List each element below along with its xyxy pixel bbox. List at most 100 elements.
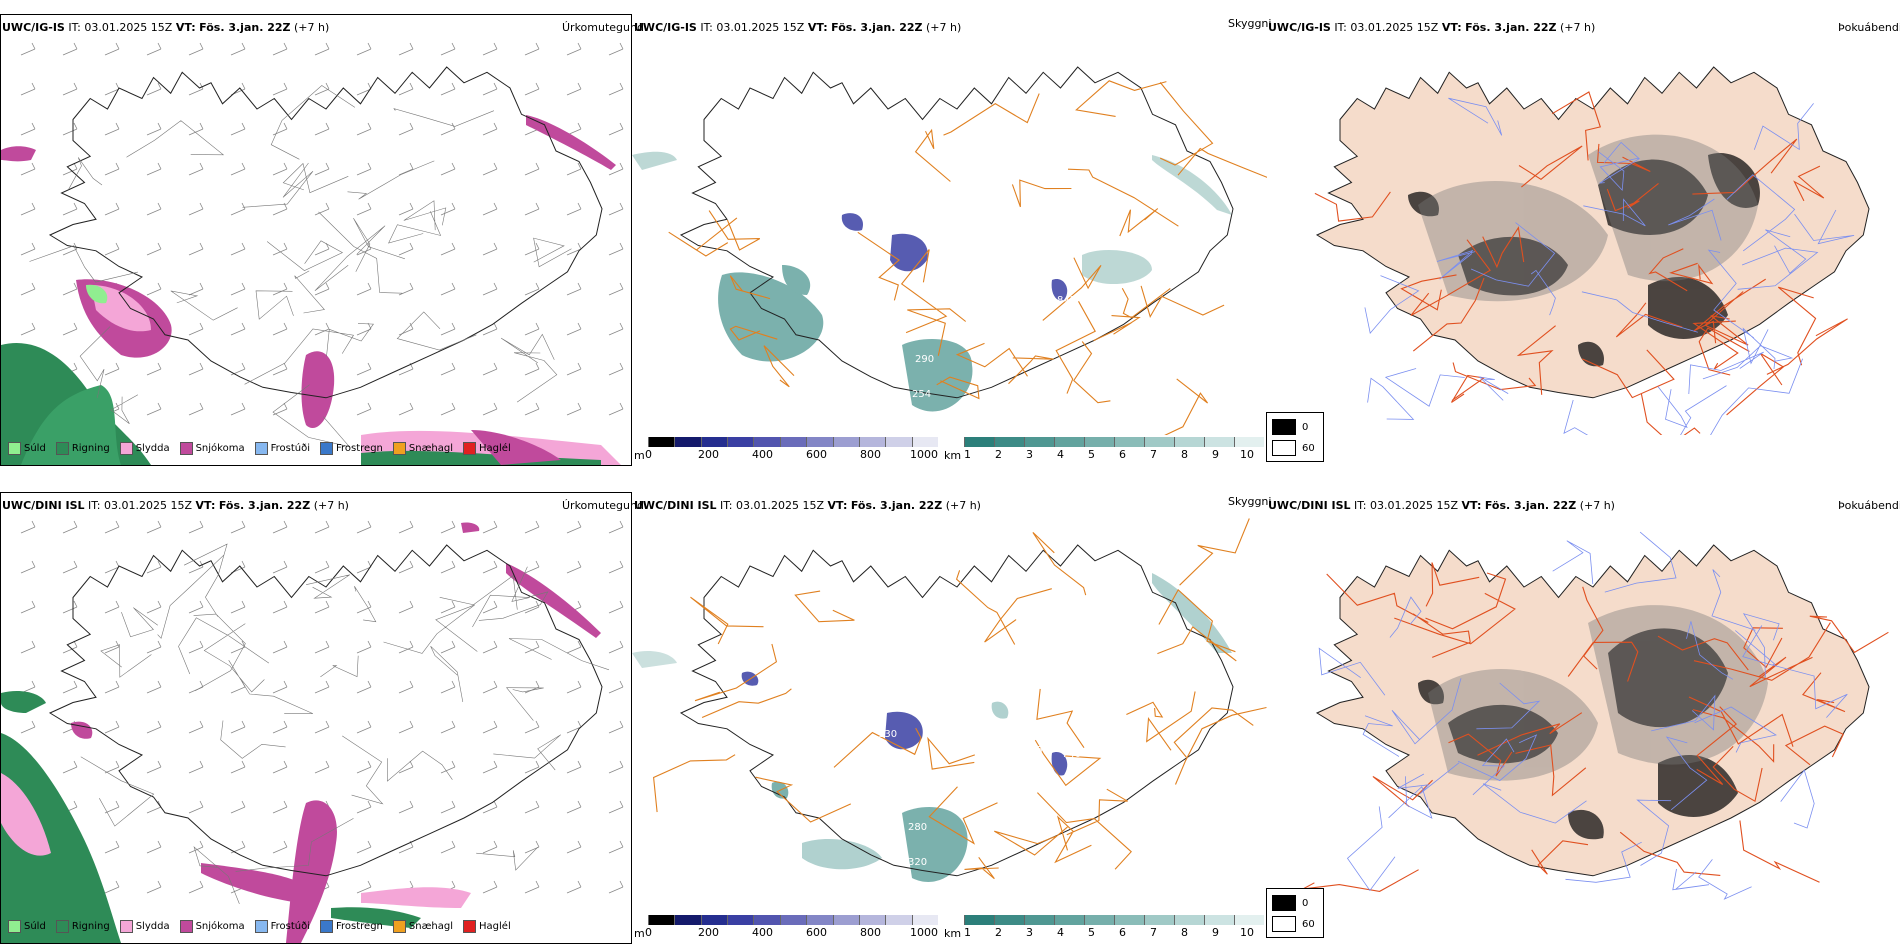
legend-swatch	[119, 920, 133, 933]
ceiling-tick: 800	[860, 448, 881, 461]
iceland-outline	[679, 544, 1234, 877]
ceiling-colorbar-body	[648, 915, 938, 925]
it-value: 03.01.2025 15Z	[1370, 499, 1459, 512]
cloud-legend: 0 60	[1266, 888, 1324, 938]
visibility-tick: 5	[1088, 448, 1095, 461]
roads	[1302, 562, 1889, 892]
colorbar-segment	[964, 915, 994, 925]
legend-item: Snjókoma	[179, 920, 245, 933]
visibility-tick: 8	[1181, 448, 1188, 461]
roads	[653, 518, 1267, 880]
legend-swatch	[254, 442, 268, 455]
legend-label: Súld	[24, 921, 46, 932]
map-label: 290	[915, 354, 934, 365]
colorbar-segment	[806, 437, 833, 447]
cloud-legend: 0 60	[1266, 412, 1324, 462]
ceiling-tick: 200	[698, 448, 719, 461]
vt-label: VT:	[827, 499, 848, 512]
legend-swatch	[392, 920, 406, 933]
iceland-outline	[48, 66, 603, 399]
lead-time: (+7 h)	[945, 499, 981, 512]
model-name: UWC/DINI ISL	[634, 499, 717, 512]
cloud-legend-item: 60	[1272, 440, 1315, 456]
vt-value: Fös. 3.jan. 22Z	[199, 21, 291, 34]
ceiling-tick: 400	[752, 926, 773, 939]
visibility-tick: 2	[995, 448, 1002, 461]
visibility-colorbar: km 1 2 3 4 5 6 7 8 9 10	[944, 915, 1264, 943]
legend-item: Súld	[8, 442, 46, 455]
lead-time: (+7 h)	[926, 21, 962, 34]
panel-title-middle: UWC/IG-IS IT: 03.01.2025 15Z VT: Fös. 3.…	[634, 21, 961, 34]
map-label: 280	[908, 822, 927, 833]
panel-title-middle: UWC/DINI ISL IT: 03.01.2025 15Z VT: Fös.…	[634, 499, 981, 512]
legend-label: Frostregn	[336, 443, 383, 454]
vt-value: Fös. 3.jan. 22Z	[1484, 499, 1577, 512]
colorbar-segment	[648, 915, 675, 925]
legend-label: 60	[1302, 918, 1315, 930]
legend-item: Rigning	[55, 920, 110, 933]
ceiling-colorbar: m 0 200 400 600 800 1000	[634, 437, 938, 465]
visibility-tick: 8	[1181, 926, 1188, 939]
snow-area	[506, 563, 601, 638]
legend-swatch	[320, 442, 333, 455]
legend-item: Rigning	[55, 442, 110, 455]
visibility-tick: 7	[1150, 926, 1157, 939]
ceiling-unit: m	[634, 449, 645, 462]
it-label: IT:	[720, 499, 733, 512]
roads-rivers	[80, 543, 610, 905]
visibility-tick: 4	[1057, 448, 1064, 461]
panel-title-right: UWC/DINI ISL IT: 03.01.2025 15Z VT: Fös.…	[1268, 499, 1615, 512]
visibility-unit: km	[944, 927, 962, 940]
legend-label: 60	[1302, 442, 1315, 454]
colorbar-segment	[753, 437, 780, 447]
colorbar-segment	[1174, 915, 1204, 925]
map-label: 254	[912, 389, 931, 400]
colorbar-segment	[1234, 915, 1264, 925]
snow-area	[471, 430, 561, 465]
cloud-dark-areas	[1408, 153, 1760, 367]
cloud-legend-item: 0	[1272, 419, 1308, 435]
visibility-colorbar-body	[964, 915, 1264, 925]
drizzle-area	[86, 284, 108, 304]
precip-title: Úrkomutegund	[562, 499, 644, 512]
legend-label: 0	[1302, 897, 1309, 909]
visibility-tick: 1	[964, 926, 971, 939]
rivers	[1364, 97, 1855, 435]
colorbar-segment	[994, 915, 1024, 925]
low-cloud-areas	[841, 213, 1068, 301]
colorbar-segment	[1084, 915, 1114, 925]
visibility-tick: 10	[1240, 926, 1254, 939]
legend-item: Snæhagl	[392, 442, 453, 455]
lead-time: (+7 h)	[313, 499, 349, 512]
legend-swatch	[463, 920, 477, 933]
colorbar-segment	[994, 437, 1024, 447]
legend-swatch	[1272, 440, 1296, 456]
legend-swatch	[320, 920, 333, 933]
ceiling-tick: 1000	[910, 448, 938, 461]
roads-rivers	[29, 85, 572, 448]
ceiling-tick: 0	[645, 926, 652, 939]
lead-time: (+7 h)	[294, 21, 330, 34]
legend-item: Slydda	[119, 920, 170, 933]
legend-label: Haglél	[479, 443, 511, 454]
legend-label: Frostúði	[270, 443, 310, 454]
colorbar-segment	[648, 437, 675, 447]
legend-item: Snjókoma	[179, 442, 245, 455]
cloud-title: Þokuábendi	[1838, 499, 1900, 512]
model-name: UWC/IG-IS	[1268, 21, 1331, 34]
legend-swatch	[179, 920, 193, 933]
legend-label: Frostregn	[336, 921, 383, 932]
fog-areas	[632, 151, 1232, 412]
iceland-outline	[48, 544, 603, 877]
legend-label: Haglél	[479, 921, 511, 932]
it-value: 03.01.2025 15Z	[1350, 21, 1439, 34]
ceiling-tick: 200	[698, 926, 719, 939]
legend-swatch	[392, 442, 406, 455]
panel-title-right: UWC/IG-IS IT: 03.01.2025 15Z VT: Fös. 3.…	[1268, 21, 1595, 34]
colorbar-segment	[1084, 437, 1114, 447]
legend-label: Snjókoma	[195, 443, 245, 454]
legend-swatch	[1272, 895, 1296, 911]
visibility-tick: 9	[1212, 926, 1219, 939]
visibility-title: Skyggni	[1228, 495, 1272, 508]
legend-item: Snæhagl	[392, 920, 453, 933]
